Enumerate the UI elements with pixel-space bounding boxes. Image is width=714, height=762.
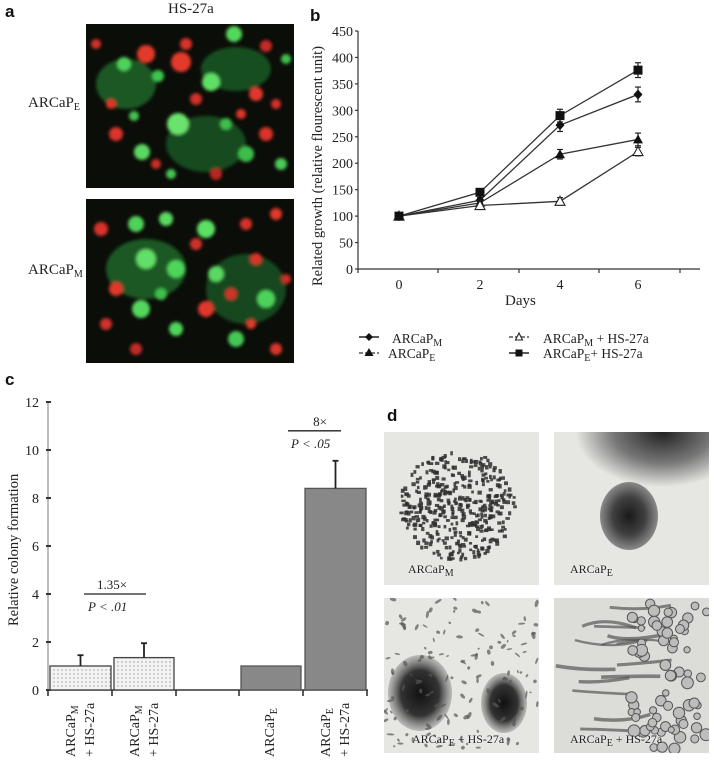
legend-marker-triangle-square-icon xyxy=(509,331,529,357)
colony-image-label: ARCaPE xyxy=(570,562,613,579)
panel-a-row-label-1: ARCaPE xyxy=(28,95,80,113)
svg-text:200: 200 xyxy=(332,157,353,172)
bar-category-label: ARCaPE xyxy=(263,708,280,757)
legend-item-arcape: ARCaPE xyxy=(388,346,436,364)
svg-text:0: 0 xyxy=(396,278,403,293)
fluorescence-cells xyxy=(91,26,291,180)
fluorescence-cells xyxy=(94,208,291,355)
bar-category-label: ARCaPM + HS-27a xyxy=(64,702,98,757)
svg-text:50: 50 xyxy=(339,237,353,252)
svg-text:4: 4 xyxy=(557,278,564,293)
legend-marker-diamond-icon xyxy=(359,333,379,356)
legend-item-arcapm: ARCaPM xyxy=(392,331,443,349)
svg-text:10: 10 xyxy=(25,444,39,459)
svg-text:100: 100 xyxy=(332,210,353,225)
svg-text:0: 0 xyxy=(32,684,39,699)
panel-d-letter: d xyxy=(387,406,398,425)
fluorescence-image-arcape xyxy=(86,24,294,188)
panel-b-tick-labels: 0 50 100 150 200 250 300 350 400 450 0 2 4 6 xyxy=(332,25,642,293)
panel-a-letter: a xyxy=(5,2,15,21)
fluorescence-image-arcapm xyxy=(86,199,294,363)
panel-a-column-title: HS-27a xyxy=(168,1,214,17)
colony-image-arcape-hs27a-high-mag: ARCaPE + HS-27a xyxy=(554,598,709,753)
growth-line-chart: 0 50 100 150 200 250 300 350 400 450 0 2 4 6 xyxy=(332,25,700,293)
invasive-colonies xyxy=(384,598,539,750)
colony-image-arcape-hs27a-low-mag: ARCaPE + HS-27a xyxy=(384,598,539,753)
legend-item-arcapm-hs27a: ARCaPM + HS-27a xyxy=(543,331,649,349)
svg-text:150: 150 xyxy=(332,184,353,199)
panel-b-series xyxy=(393,62,644,222)
legend-item-arcape-hs27a: ARCaPE+ HS-27a xyxy=(543,346,643,364)
svg-text:300: 300 xyxy=(332,104,353,119)
colony-image-label: ARCaPM xyxy=(408,562,454,579)
panel-c-letter: c xyxy=(5,370,15,389)
scattered-colony xyxy=(399,451,517,562)
panel-b-axes xyxy=(355,30,700,273)
bar-category-label: ARCaPE + HS-27a xyxy=(319,702,353,757)
svg-text:0: 0 xyxy=(346,263,353,278)
svg-text:350: 350 xyxy=(332,78,353,93)
svg-text:1.35×: 1.35× xyxy=(97,577,127,592)
bar-category-label: ARCaPM + HS-27a xyxy=(128,702,162,757)
svg-text:P < .05: P < .05 xyxy=(290,436,331,451)
panel-b-letter: b xyxy=(310,6,321,25)
colony-image-arcapm: ARCaPM xyxy=(384,432,539,585)
panel-a-row-label-2: ARCaPM xyxy=(28,262,83,280)
svg-text:8: 8 xyxy=(32,492,39,507)
svg-text:4: 4 xyxy=(32,588,39,603)
svg-text:12: 12 xyxy=(25,396,39,411)
svg-text:6: 6 xyxy=(635,278,642,293)
svg-text:400: 400 xyxy=(332,51,353,66)
svg-text:P < .01: P < .01 xyxy=(87,599,127,614)
colony-image-label: ARCaPE + HS-27a xyxy=(412,732,505,749)
colony-bar-chart: 0 2 4 6 8 10 12 1.35× P < .01 8× P < .05 xyxy=(25,396,368,699)
svg-text:8×: 8× xyxy=(313,414,327,429)
colony-image-arcape: ARCaPE xyxy=(554,432,709,585)
panel-c-bars xyxy=(49,459,367,691)
svg-text:2: 2 xyxy=(477,278,484,293)
panel-b-x-axis-label: Days xyxy=(505,293,536,309)
svg-text:6: 6 xyxy=(32,540,39,555)
compact-spheroid xyxy=(600,482,658,550)
svg-text:2: 2 xyxy=(32,636,39,651)
svg-text:250: 250 xyxy=(332,131,353,146)
svg-text:450: 450 xyxy=(332,25,353,40)
panel-c-annotations: 1.35× P < .01 8× P < .05 xyxy=(84,414,341,614)
panel-c-axes: 0 2 4 6 8 10 12 xyxy=(25,396,368,699)
cell-interactions xyxy=(555,598,709,753)
colony-image-label: ARCaPE + HS-27a xyxy=(570,732,663,749)
